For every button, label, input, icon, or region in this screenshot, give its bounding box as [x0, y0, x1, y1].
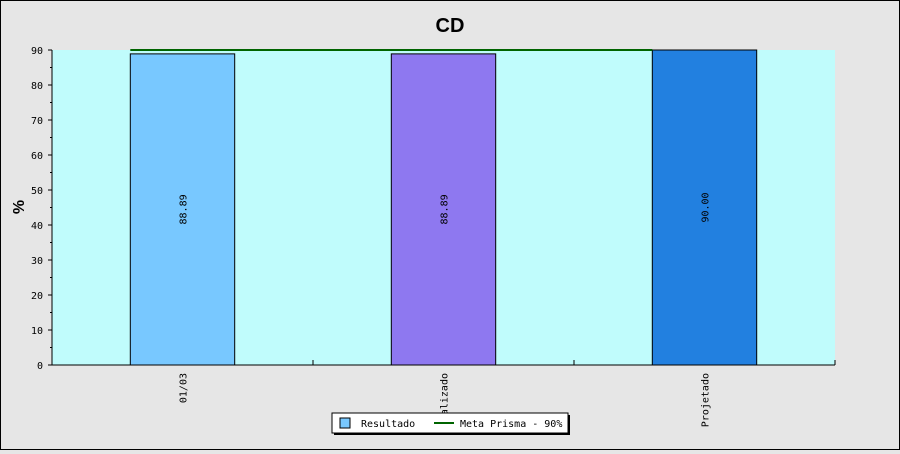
y-tick-label-0: 0 — [37, 361, 43, 372]
y-tick-label-1: 10 — [31, 326, 43, 337]
bar-value-label-0: 88.89 — [179, 194, 190, 224]
x-tick-label-2: Projetado — [701, 373, 712, 427]
y-tick-label-4: 40 — [31, 221, 43, 232]
bar-2 — [651, 49, 758, 366]
y-tick-label-3: 30 — [31, 256, 43, 267]
legend: Resultado Meta Prisma - 90% — [331, 412, 570, 435]
bar-value-label-1: 88.89 — [440, 194, 451, 224]
y-tick-label-6: 60 — [31, 151, 43, 162]
legend-swatch-resultado — [339, 417, 351, 429]
y-tick-label-8: 80 — [31, 81, 43, 92]
bars — [129, 49, 758, 366]
y-tick-label-7: 70 — [31, 116, 43, 127]
y-ticks: 0 10 20 30 40 50 60 70 80 90 — [31, 46, 52, 372]
bar-1 — [390, 53, 497, 366]
x-ticks: 01/03 alizado Projetado — [179, 360, 836, 427]
x-tick-label-1: alizado — [440, 373, 451, 415]
bar-0 — [129, 53, 236, 366]
chart-title: CD — [436, 15, 465, 37]
y-axis-label: % — [11, 200, 28, 214]
y-tick-label-9: 90 — [31, 46, 43, 57]
x-tick-label-0: 01/03 — [179, 373, 190, 403]
bar-value-labels: 88.89 88.89 90.00 — [179, 192, 712, 224]
bar-value-label-2: 90.00 — [701, 192, 712, 222]
legend-label-resultado: Resultado — [361, 419, 415, 430]
y-tick-label-2: 20 — [31, 291, 43, 302]
legend-label-meta: Meta Prisma - 90% — [460, 419, 562, 430]
y-tick-label-5: 50 — [31, 186, 43, 197]
